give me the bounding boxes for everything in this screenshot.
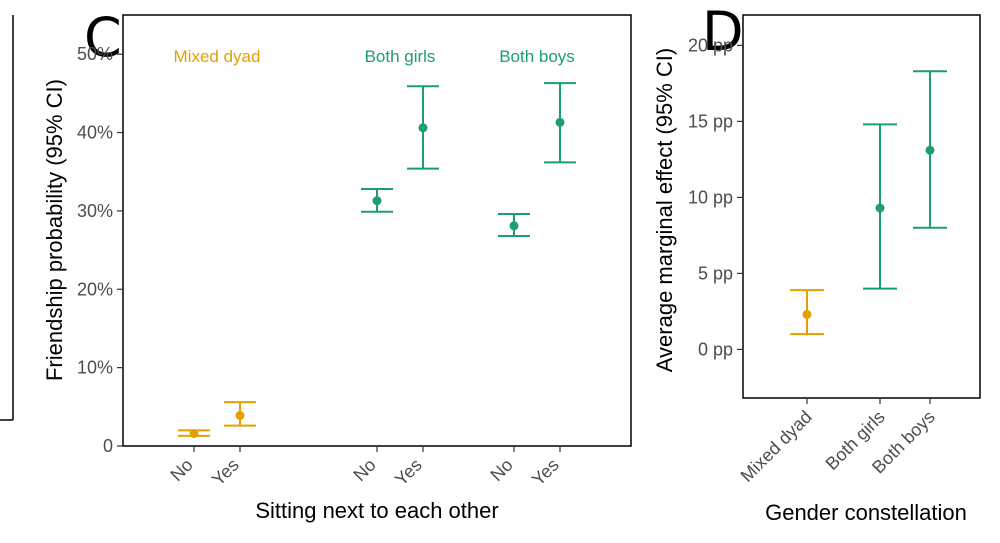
data-point <box>235 410 245 420</box>
y-tick-label: 10% <box>77 358 113 378</box>
y-tick-label: 0 pp <box>698 339 733 359</box>
data-point <box>189 428 199 438</box>
x-tick-label: No <box>349 455 379 485</box>
panel-d-letter: D <box>702 0 744 63</box>
panel-d-marks <box>790 70 947 336</box>
panel-c-group-labels: Mixed dyad Both girls Both boys <box>174 47 575 66</box>
data-point <box>509 221 519 231</box>
panel-d-x-axis-title: Gender constellation <box>765 500 967 525</box>
panel-c-letter: C <box>84 6 122 69</box>
y-tick-label: 15 pp <box>688 111 733 131</box>
panel-d-plot-frame <box>742 14 981 399</box>
panel-d: D 0 pp 5 pp 10 pp 15 pp 20 pp Mixed dyad Both… <box>652 0 981 525</box>
data-point <box>925 145 935 155</box>
x-tick-label: Yes <box>528 455 563 490</box>
x-tick-label: Mixed dyad <box>737 407 816 486</box>
x-tick-label: No <box>166 455 196 485</box>
y-tick-label: 50% <box>77 44 113 64</box>
group-label: Both girls <box>365 47 436 66</box>
data-point <box>555 117 565 127</box>
panel-c-plot-frame <box>122 14 632 447</box>
y-tick-label: 0 <box>103 436 113 456</box>
y-tick-label: 40% <box>77 123 113 143</box>
panel-c: C 0 10% 20% 30% 40% 50% No Yes No Yes No Yes Mixed… <box>42 6 632 523</box>
panel-c-x-axis-title: Sitting next to each other <box>255 498 498 523</box>
panel-c-y-axis-title: Friendship probability (95% CI) <box>42 79 67 381</box>
y-tick-label: 20 pp <box>688 35 733 55</box>
data-point <box>372 196 382 206</box>
panel-d-y-axis-title: Average marginal effect (95% CI) <box>652 48 677 372</box>
panel-c-marks <box>178 82 576 438</box>
y-tick-label: 5 pp <box>698 263 733 283</box>
y-tick-label: 30% <box>77 201 113 221</box>
panel-c-y-ticks: 0 10% 20% 30% 40% 50% <box>77 44 123 456</box>
group-label: Both boys <box>499 47 575 66</box>
y-tick-label: 20% <box>77 279 113 299</box>
y-tick-label: 10 pp <box>688 187 733 207</box>
group-label: Mixed dyad <box>174 47 261 66</box>
panel-d-y-ticks: 0 pp 5 pp 10 pp 15 pp 20 pp <box>688 35 743 359</box>
x-tick-label: No <box>486 455 516 485</box>
x-tick-label: Yes <box>391 455 426 490</box>
data-point <box>418 123 428 133</box>
data-point <box>875 203 885 213</box>
x-tick-label: Yes <box>208 455 243 490</box>
panel-c-x-ticks: No Yes No Yes No Yes <box>166 446 563 490</box>
data-point <box>802 309 812 319</box>
